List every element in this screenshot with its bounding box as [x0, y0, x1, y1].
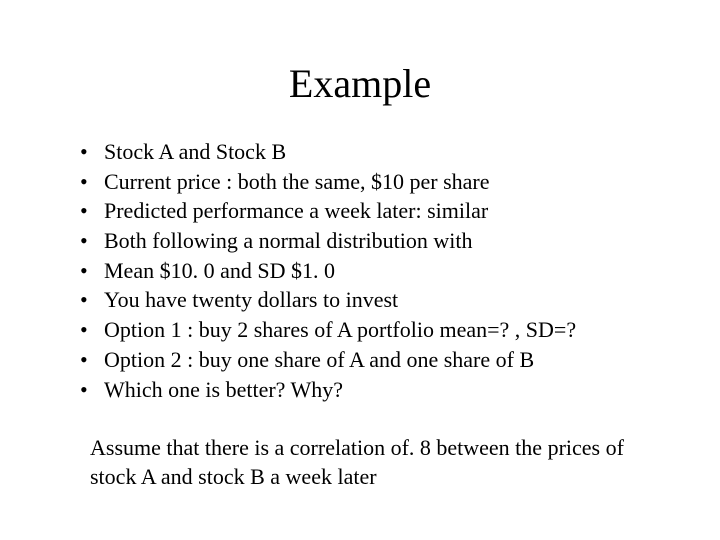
list-item: You have twenty dollars to invest: [80, 285, 660, 315]
bullet-list: Stock A and Stock B Current price : both…: [60, 137, 660, 404]
list-item: Stock A and Stock B: [80, 137, 660, 167]
list-item: Both following a normal distribution wit…: [80, 226, 660, 256]
slide-title: Example: [60, 60, 660, 107]
list-item: Current price : both the same, $10 per s…: [80, 167, 660, 197]
list-item: Option 2 : buy one share of A and one sh…: [80, 345, 660, 375]
list-item: Option 1 : buy 2 shares of A portfolio m…: [80, 315, 660, 345]
footer-note: Assume that there is a correlation of. 8…: [60, 434, 660, 491]
list-item: Predicted performance a week later: simi…: [80, 196, 660, 226]
list-item: Which one is better? Why?: [80, 375, 660, 405]
list-item: Mean $10. 0 and SD $1. 0: [80, 256, 660, 286]
